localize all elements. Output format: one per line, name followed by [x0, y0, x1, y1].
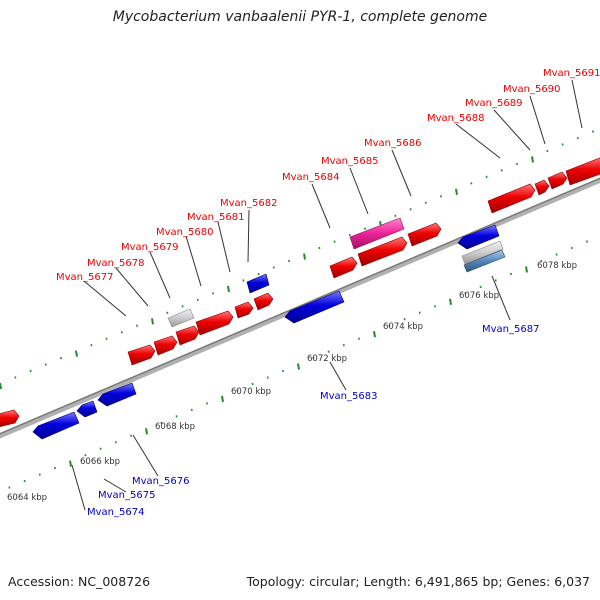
gene-label-reverse[interactable]: Mvan_5675: [98, 490, 155, 501]
reverse-genes: [32, 224, 506, 440]
gene-label-forward[interactable]: Mvan_5681: [187, 212, 244, 223]
gene-forward[interactable]: [175, 325, 200, 346]
gene-reverse[interactable]: [97, 382, 137, 407]
tick-major: [449, 298, 452, 305]
gene-label-forward[interactable]: Mvan_5685: [321, 156, 378, 167]
gene-forward[interactable]: [127, 344, 156, 366]
tick-track-upper: [0, 130, 594, 390]
gene-label-forward[interactable]: Mvan_5680: [156, 227, 213, 238]
tick-major: [373, 331, 376, 338]
tick-major: [145, 428, 148, 435]
scale-label: 6078 kbp: [537, 261, 577, 271]
gene-forward[interactable]: [565, 157, 600, 186]
gene-label-forward[interactable]: Mvan_5691: [543, 68, 600, 79]
scale-label: 6076 kbp: [459, 291, 499, 301]
gene-label-forward[interactable]: Mvan_5684: [282, 172, 339, 183]
scale-label: 6072 kbp: [307, 354, 347, 364]
tick-major: [525, 266, 528, 273]
gene-forward[interactable]: [195, 310, 234, 336]
scale-label: 6070 kbp: [231, 387, 271, 397]
tick-major: [221, 395, 224, 403]
gene-label-forward[interactable]: Mvan_5679: [121, 242, 178, 253]
genome-summary: Topology: circular; Length: 6,491,865 bp…: [246, 574, 590, 589]
gene-rna-pink[interactable]: [349, 217, 405, 250]
gene-forward[interactable]: [534, 179, 550, 196]
gene-label-forward[interactable]: Mvan_5677: [56, 272, 113, 283]
gene-forward[interactable]: [0, 409, 20, 428]
gene-forward[interactable]: [329, 256, 358, 279]
tick-major: [0, 382, 2, 390]
tick-major: [75, 350, 78, 357]
tick-track-lower: [8, 240, 588, 489]
gene-reverse[interactable]: [457, 224, 500, 250]
gene-forward[interactable]: [487, 183, 536, 214]
tick-major: [303, 253, 306, 260]
accession-text: Accession: NC_008726: [8, 574, 151, 589]
gene-label-reverse[interactable]: Mvan_5676: [132, 476, 189, 487]
genome-backbone-edge: [0, 177, 600, 435]
gene-forward[interactable]: [357, 236, 408, 267]
tick-major: [227, 285, 230, 293]
gene-rna-steel[interactable]: [463, 249, 506, 273]
gene-pseudo[interactable]: [461, 240, 504, 265]
gene-label-forward[interactable]: Mvan_5678: [87, 258, 144, 269]
gene-reverse[interactable]: [32, 411, 80, 440]
forward-genes: [0, 157, 600, 428]
gene-label-reverse[interactable]: Mvan_5683: [320, 391, 377, 402]
gene-forward[interactable]: [253, 292, 274, 311]
gene-forward[interactable]: [547, 171, 568, 190]
gene-reverse[interactable]: [76, 400, 98, 418]
tick-major: [297, 363, 300, 370]
tick-major: [69, 460, 72, 467]
gene-forward[interactable]: [153, 335, 178, 356]
gene-label-reverse[interactable]: Mvan_5674: [87, 507, 144, 518]
gene-label-forward[interactable]: Mvan_5689: [465, 98, 522, 109]
label-leaders: [71, 79, 583, 511]
gene-forward[interactable]: [234, 301, 254, 319]
gene-label-forward[interactable]: Mvan_5688: [427, 113, 484, 124]
gene-reverse[interactable]: [284, 290, 345, 324]
gene-pseudo[interactable]: [167, 308, 195, 328]
scale-label: 6074 kbp: [383, 322, 423, 332]
scale-label: 6064 kbp: [7, 493, 47, 503]
gene-reverse[interactable]: [246, 273, 270, 294]
map-title: Mycobacterium vanbaalenii PYR-1, complet…: [112, 9, 488, 25]
tick-major: [531, 156, 534, 163]
scale-label: 6066 kbp: [80, 457, 120, 467]
gene-label-forward[interactable]: Mvan_5682: [220, 198, 277, 209]
scale-label: 6068 kbp: [155, 422, 195, 432]
tick-major: [151, 318, 154, 325]
gene-label-reverse[interactable]: Mvan_5687: [482, 324, 539, 335]
gene-label-forward[interactable]: Mvan_5690: [503, 84, 560, 95]
gene-label-forward[interactable]: Mvan_5686: [364, 138, 421, 149]
gene-forward[interactable]: [407, 222, 442, 247]
tick-major: [455, 188, 458, 195]
